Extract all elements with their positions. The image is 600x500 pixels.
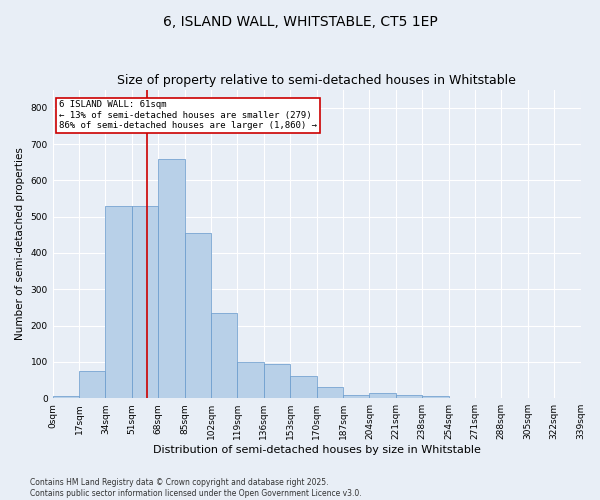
Bar — [79, 371, 106, 398]
Bar — [106, 206, 132, 398]
Bar — [422, 396, 449, 398]
Text: Contains HM Land Registry data © Crown copyright and database right 2025.
Contai: Contains HM Land Registry data © Crown c… — [30, 478, 362, 498]
Bar — [343, 394, 370, 398]
Bar — [211, 313, 238, 398]
Text: 6 ISLAND WALL: 61sqm
← 13% of semi-detached houses are smaller (279)
86% of semi: 6 ISLAND WALL: 61sqm ← 13% of semi-detac… — [59, 100, 317, 130]
Bar — [264, 364, 290, 398]
Bar — [370, 393, 396, 398]
Y-axis label: Number of semi-detached properties: Number of semi-detached properties — [15, 148, 25, 340]
X-axis label: Distribution of semi-detached houses by size in Whitstable: Distribution of semi-detached houses by … — [152, 445, 481, 455]
Bar — [396, 394, 422, 398]
Text: 6, ISLAND WALL, WHITSTABLE, CT5 1EP: 6, ISLAND WALL, WHITSTABLE, CT5 1EP — [163, 15, 437, 29]
Title: Size of property relative to semi-detached houses in Whitstable: Size of property relative to semi-detach… — [117, 74, 516, 87]
Bar — [53, 396, 79, 398]
Bar — [158, 158, 185, 398]
Bar — [290, 376, 317, 398]
Bar — [185, 233, 211, 398]
Bar — [238, 362, 264, 398]
Bar — [132, 206, 158, 398]
Bar — [317, 388, 343, 398]
